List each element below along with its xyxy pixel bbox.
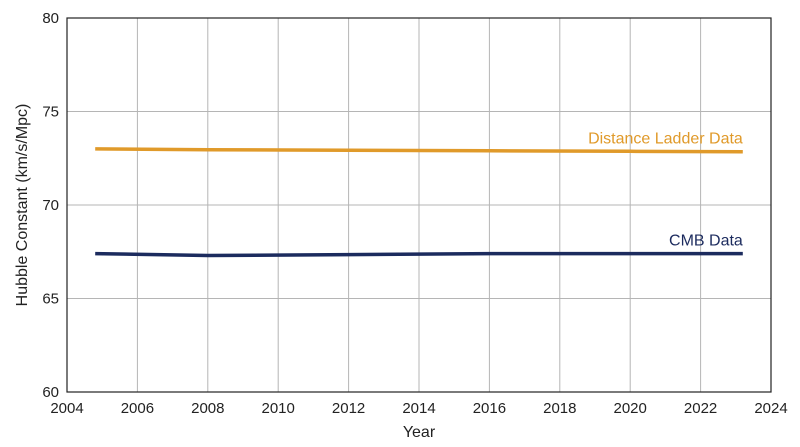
x-tick-labels: 2004 2006 2008 2010 2012 2014 2016 2018 2020 2022… (50, 400, 787, 417)
x-tick-label: 2016 (473, 400, 506, 417)
series-line (95, 147, 743, 154)
x-tick-label: 2024 (754, 400, 787, 417)
plot-frame (66, 17, 772, 393)
y-tick-labels: 60 65 70 75 80 (42, 10, 59, 401)
x-tick-label: 2008 (191, 400, 224, 417)
y-tick-label: 70 (42, 197, 59, 214)
x-tick-label: 2018 (543, 400, 576, 417)
x-tick-label: 2014 (402, 400, 435, 417)
y-tick-label: 75 (42, 104, 59, 121)
y-tick-label: 80 (42, 10, 59, 27)
series-label: Distance Ladder Data (588, 131, 743, 148)
x-tick-label: 2022 (684, 400, 717, 417)
x-tick-label: 2012 (332, 400, 365, 417)
y-tick-label: 60 (42, 384, 59, 401)
series-label: CMB Data (669, 233, 743, 250)
x-tick-label: 2006 (121, 400, 154, 417)
series-lines (95, 147, 743, 258)
y-tick-label: 65 (42, 291, 59, 308)
x-tick-label: 2010 (262, 400, 295, 417)
series-line (95, 251, 743, 258)
x-tick-label: 2004 (50, 400, 83, 417)
grid (66, 17, 772, 393)
series-labels: Distance Ladder Data CMB Data (588, 131, 743, 250)
x-axis-title: Year (403, 424, 436, 441)
x-tick-label: 2020 (614, 400, 647, 417)
y-axis-title: Hubble Constant (km/s/Mpc) (14, 104, 31, 307)
